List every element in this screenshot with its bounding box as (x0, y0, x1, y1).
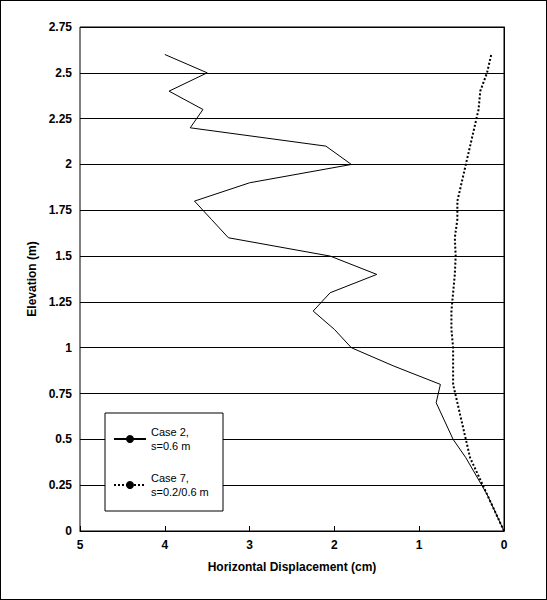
svg-text:2.75: 2.75 (49, 20, 73, 34)
svg-text:0.75: 0.75 (49, 387, 73, 401)
svg-text:0: 0 (65, 524, 72, 538)
svg-text:1.75: 1.75 (49, 203, 73, 217)
svg-text:Case 2,: Case 2, (151, 426, 192, 438)
svg-text:0.5: 0.5 (55, 432, 72, 446)
svg-text:1.5: 1.5 (55, 249, 72, 263)
svg-text:s=0.2/0.6 m: s=0.2/0.6 m (151, 486, 209, 498)
svg-text:2.25: 2.25 (49, 112, 73, 126)
svg-text:1.25: 1.25 (49, 295, 73, 309)
svg-text:Elevation (m): Elevation (m) (25, 241, 39, 316)
svg-text:4: 4 (161, 538, 168, 552)
svg-text:s=0.6 m: s=0.6 m (151, 440, 190, 452)
svg-text:2.5: 2.5 (55, 66, 72, 80)
svg-text:0.25: 0.25 (49, 478, 73, 492)
svg-text:5: 5 (77, 538, 84, 552)
svg-text:1: 1 (416, 538, 423, 552)
svg-text:1: 1 (65, 341, 72, 355)
svg-text:Horizontal Displacement (cm): Horizontal Displacement (cm) (208, 560, 377, 574)
svg-text:3: 3 (246, 538, 253, 552)
svg-text:2: 2 (65, 157, 72, 171)
svg-text:Case 7,: Case 7, (151, 472, 192, 484)
svg-text:2: 2 (331, 538, 338, 552)
svg-text:0: 0 (501, 538, 508, 552)
